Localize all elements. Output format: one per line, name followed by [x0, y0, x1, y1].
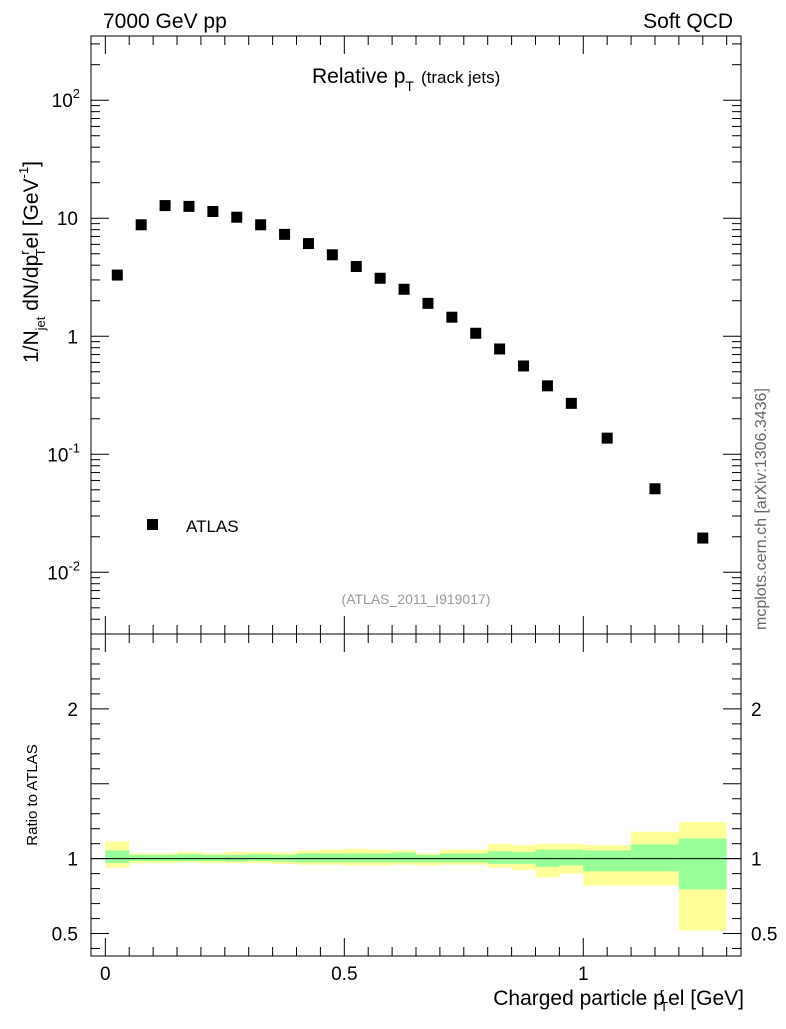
- header-left: 7000 GeV pp: [103, 10, 227, 33]
- ratio-x-ticks: 0 0.5 1: [100, 634, 728, 985]
- stat-band-bin: [463, 853, 488, 863]
- stat-band-bin: [392, 852, 416, 863]
- data-point: [183, 200, 195, 212]
- data-point: [398, 283, 410, 295]
- data-point: [326, 249, 338, 261]
- data-point: [350, 260, 362, 272]
- data-point: [111, 269, 123, 281]
- data-point: [470, 327, 482, 339]
- ratio-total-band: [105, 821, 727, 931]
- stat-band-bin: [487, 851, 512, 864]
- data-point: [565, 397, 577, 409]
- data-point: [302, 238, 314, 250]
- ratio-ylabel: Ratio to ATLAS: [24, 744, 41, 845]
- data-point: [255, 219, 267, 231]
- ratio-y-tick-label: 0.5: [52, 925, 78, 946]
- ratio-y-tick-label: 2: [67, 700, 78, 721]
- main-ylabel: 1/Njet dN/dprTel [GeV-1]: [16, 161, 48, 363]
- data-point: [446, 311, 458, 323]
- stat-band-bin: [200, 854, 225, 861]
- main-y-tick-label: 10: [57, 209, 78, 230]
- main-y-tick-label: 10-2: [47, 558, 80, 584]
- stat-band-bin: [631, 844, 679, 872]
- side-label: mcplots.cern.ch [arXiv:1306.3436]: [753, 388, 770, 630]
- data-point: [494, 343, 506, 355]
- ratio-y-tick-label-right: 1: [751, 850, 762, 871]
- data-point: [374, 272, 386, 284]
- legend-label: ATLAS: [186, 517, 239, 536]
- ratio-plot-frame: [90, 633, 742, 957]
- stat-band-bin: [344, 853, 369, 863]
- data-point: [601, 432, 613, 444]
- stat-band-bin: [105, 850, 130, 864]
- legend-marker: [147, 519, 158, 530]
- data-point: [207, 206, 219, 218]
- stat-band-bin: [129, 854, 154, 861]
- header-right: Soft QCD: [643, 10, 733, 33]
- data-point: [279, 228, 291, 240]
- ratio-y-tick-label-right: 0.5: [751, 925, 777, 946]
- x-tick-label: 0: [100, 964, 111, 985]
- reference-label: (ATLAS_2011_I919017): [342, 591, 491, 607]
- x-tick-label: 1: [578, 964, 589, 985]
- x-axis-label: Charged particle pr Tel [GeV]: [493, 985, 744, 1014]
- ratio-y-tick-label-right: 2: [751, 700, 762, 721]
- main-title: Relative pT (track jets): [312, 65, 500, 94]
- data-point: [541, 380, 553, 392]
- ratio-y-ticks: 0.5 0.5 1 1 2 2: [52, 633, 777, 950]
- data-point: [518, 360, 530, 372]
- stat-band-bin: [248, 854, 273, 861]
- stat-band-bin: [583, 850, 632, 872]
- data-point: [649, 483, 661, 495]
- stat-band-bin: [320, 853, 345, 863]
- data-point: [697, 532, 709, 544]
- data-point: [159, 200, 171, 212]
- main-y-tick-label: 10-1: [47, 440, 80, 466]
- stat-band-bin: [177, 854, 201, 861]
- ratio-y-tick-label: 1: [67, 850, 78, 871]
- x-tick-label: 0.5: [331, 964, 357, 985]
- stat-band-bin: [439, 853, 464, 863]
- main-y-tick-label: 102: [52, 86, 80, 112]
- stat-band-bin: [368, 853, 393, 863]
- main-data-points: [111, 200, 709, 544]
- main-y-tick-label: 1: [67, 327, 78, 348]
- stat-band-bin: [511, 851, 536, 864]
- main-plot-frame: [90, 35, 742, 635]
- data-point: [135, 219, 147, 231]
- stat-band-bin: [559, 849, 584, 866]
- stat-band-bin: [296, 853, 321, 863]
- data-point: [422, 297, 434, 309]
- data-point: [231, 211, 243, 223]
- main-y-ticks: 10-2 10-1 1 10 102: [47, 43, 741, 635]
- stat-band-bin: [678, 838, 727, 890]
- stat-band-bin: [153, 854, 178, 861]
- main-x-ticks: [104, 36, 728, 634]
